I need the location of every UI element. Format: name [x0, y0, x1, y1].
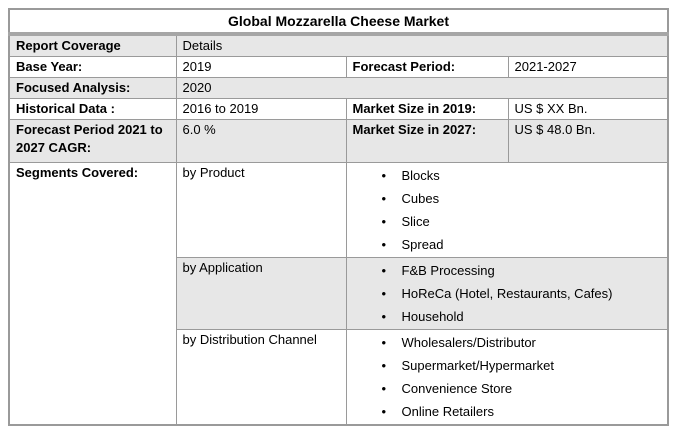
forecast-period-value: 2021-2027 [507, 56, 669, 78]
bullet-list-item: • HoReCa (Hotel, Restaurants, Cafes) [353, 282, 662, 305]
bullet-label: Slice [401, 214, 430, 229]
report-coverage-value: Details [175, 33, 669, 57]
bullet-icon: • [381, 237, 387, 252]
row-segments-product: Segments Covered: by Product • Blocks • Cub… [8, 162, 669, 426]
bullet-label: Wholesalers/Distributor [401, 335, 536, 350]
base-year-value: 2019 [175, 56, 347, 78]
bullet-list-item: • Blocks [353, 164, 662, 187]
report-table-container: Global Mozzarella Cheese Market Report C… [8, 8, 670, 426]
segment-distribution-items: • Wholesalers/Distributor • Supermarket/Hyp… [345, 329, 669, 426]
table-title: Global Mozzarella Cheese Market [8, 8, 669, 36]
bullet-label: Convenience Store [401, 381, 513, 396]
bullet-icon: • [381, 191, 387, 206]
bullet-label: Supermarket/Hypermarket [401, 358, 554, 373]
row-report-coverage: Report Coverage Details [8, 33, 669, 57]
bullet-list-item: • Online Retailers [353, 400, 662, 423]
row-historical-data: Historical Data : 2016 to 2019 Market Si… [8, 98, 669, 120]
bullet-label: HoReCa (Hotel, Restaurants, Cafes) [401, 286, 613, 301]
bullet-icon: • [381, 404, 387, 419]
segment-application-items: • F&B Processing • HoReCa (Hotel, Restauran… [345, 257, 669, 330]
segment-product-items: • Blocks • Cubes • Slice • Spread [345, 162, 669, 258]
bullet-list-item: • Convenience Store [353, 377, 662, 400]
base-year-label: Base Year: [8, 56, 177, 78]
market-report-table: Global Mozzarella Cheese Market Report C… [8, 8, 670, 426]
bullet-list-item: • Spread [353, 233, 662, 256]
row-focused-analysis: Focused Analysis: 2020 [8, 77, 669, 99]
cagr-value: 6.0 % [175, 119, 347, 163]
market-size-2019-label: Market Size in 2019: [345, 98, 509, 120]
market-size-2027-value: US $ 48.0 Bn. [507, 119, 669, 163]
title-row: Global Mozzarella Cheese Market [8, 8, 669, 36]
bullet-icon: • [381, 286, 387, 301]
bullet-label: Blocks [401, 168, 440, 183]
row-base-year: Base Year: 2019 Forecast Period: 2021-20… [8, 56, 669, 78]
row-cagr: Forecast Period 2021 to 2027 CAGR: 6.0 %… [8, 119, 669, 163]
historical-data-value: 2016 to 2019 [175, 98, 347, 120]
report-coverage-label: Report Coverage [8, 33, 177, 57]
bullet-icon: • [381, 381, 387, 396]
bullet-label: Cubes [401, 191, 440, 206]
bullet-label: Online Retailers [401, 404, 495, 419]
bullet-icon: • [381, 309, 387, 324]
cagr-label: Forecast Period 2021 to 2027 CAGR: [8, 119, 177, 163]
bullet-list-item: • Slice [353, 210, 662, 233]
bullet-icon: • [381, 214, 387, 229]
bullet-list-item: • Wholesalers/Distributor [353, 331, 662, 354]
row-segments-application: by Application • F&B Processing • HoReCa (H… [9, 257, 669, 330]
segment-group-product: by Product [175, 162, 347, 258]
bullet-icon: • [381, 335, 387, 350]
bullet-list-item: • Household [353, 305, 662, 328]
bullet-label: Spread [401, 237, 444, 252]
bullet-label: F&B Processing [401, 263, 495, 278]
bullet-label: Household [401, 309, 464, 324]
forecast-period-label: Forecast Period: [345, 56, 509, 78]
bullet-icon: • [381, 168, 387, 183]
focused-analysis-value: 2020 [175, 77, 669, 99]
bullet-list-item: • Cubes [353, 187, 662, 210]
focused-analysis-label: Focused Analysis: [8, 77, 177, 99]
row-segments-distribution: by Distribution Channel • Wholesalers/Dis… [9, 329, 669, 426]
bullet-icon: • [381, 263, 387, 278]
historical-data-label: Historical Data : [8, 98, 177, 120]
bullet-icon: • [381, 358, 387, 373]
segment-group-application: by Application [175, 257, 347, 330]
market-size-2019-value: US $ XX Bn. [507, 98, 669, 120]
segments-covered-label: Segments Covered: [8, 162, 177, 426]
segment-group-distribution: by Distribution Channel [175, 329, 347, 426]
market-size-2027-label: Market Size in 2027: [345, 119, 509, 163]
bullet-list-item: • F&B Processing [353, 259, 662, 282]
bullet-list-item: • Supermarket/Hypermarket [353, 354, 662, 377]
